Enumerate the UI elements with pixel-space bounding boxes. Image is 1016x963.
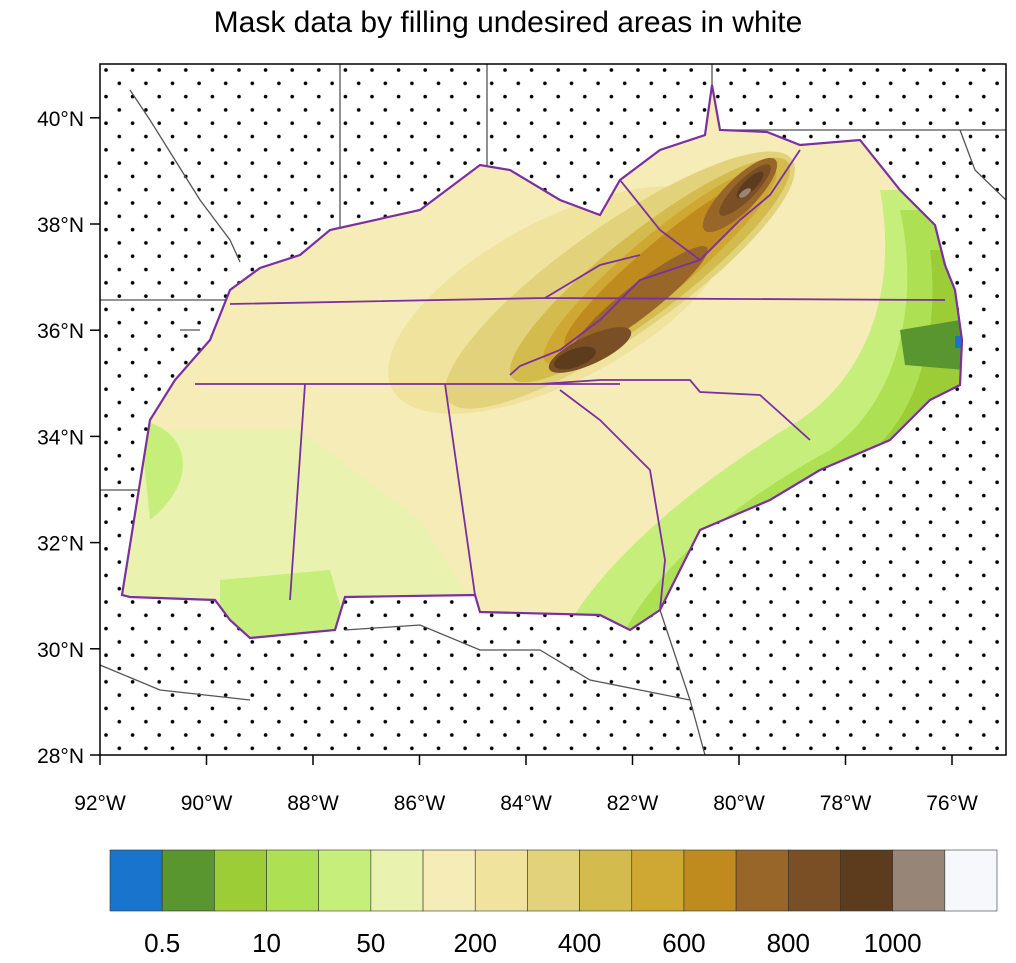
colorbar-swatch [266,849,320,912]
colorbar-label: 1000 [864,928,922,958]
colorbar-swatch [631,849,685,912]
x-tick-label: 76°W [926,792,978,815]
y-tick-label: 38°N [37,214,84,237]
colorbar-label: 600 [662,928,705,958]
colorbar-swatch [161,849,215,912]
colorbar-swatch [840,849,893,912]
y-tick-label: 32°N [37,533,84,556]
colorbar-swatch [318,849,372,912]
x-tick-label: 90°W [181,792,233,815]
colorbar-label: 10 [252,928,281,958]
x-tick-label: 80°W [713,792,765,815]
x-tick-label: 88°W [287,792,339,815]
colorbar-label: 800 [767,928,810,958]
x-tick-label: 86°W [394,792,446,815]
x-tick-label: 92°W [74,792,126,815]
y-tick-label: 28°N [37,745,84,768]
colorbar-label: 400 [558,928,601,958]
y-tick-label: 34°N [37,426,84,449]
colorbar-swatch [370,849,424,912]
colorbar-swatch [787,849,841,912]
plot-frame [99,63,1007,756]
y-tick-label: 40°N [37,108,84,131]
colorbar-swatch [109,849,163,912]
x-tick-label: 84°W [500,792,552,815]
colorbar-swatch [892,849,946,912]
colorbar-swatch [214,849,267,912]
colorbar-swatch [474,849,528,912]
colorbar-label: 0.5 [144,928,180,958]
colorbar-label: 50 [356,928,385,958]
colorbar-swatch [735,849,789,912]
colorbar-swatch [944,849,998,912]
colorbar-swatch [422,849,476,912]
y-tick-label: 36°N [37,320,84,343]
y-tick-label: 30°N [37,639,84,662]
colorbar-swatch [683,849,737,912]
colorbar-swatch [579,849,633,912]
colorbar-swatch [527,849,580,912]
chart-title: Mask data by filling undesired areas in … [213,6,803,39]
x-tick-label: 78°W [820,792,872,815]
colorbar-label: 200 [454,928,497,958]
x-tick-label: 82°W [607,792,659,815]
